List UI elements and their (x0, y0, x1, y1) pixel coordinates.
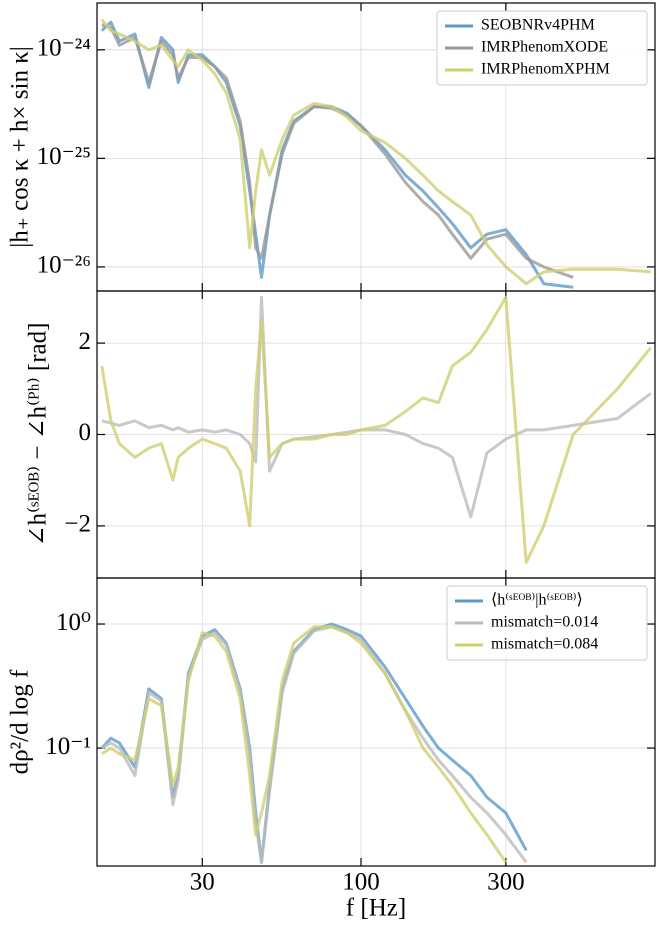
series-line (101, 295, 652, 519)
y-tick-label: 10⁻²⁶ (37, 252, 91, 279)
panel: 10⁻²⁶ 10⁻²⁵ 10⁻²⁴|h₊ cos κ + h× sin κ| SEOB… (7, 2, 656, 292)
legend-label: mismatch=0.014 (491, 614, 598, 631)
legend-label: ⟨h⁽ˢᴱᴼᴮ⁾|h⁽ˢᴱᴼᴮ⁾⟩ (491, 592, 583, 609)
panel: −2 0 2 ∠h⁽ˢᴱᴼᴮ⁾ − ∠h⁽ᴾʰ⁾ [rad] (25, 290, 656, 579)
legend-label: IMRPhenomXODE (481, 39, 608, 56)
series-line (101, 23, 574, 279)
panel: 30 100 300 10⁻¹ 10⁰ dρ²/d log f f [Hz] ⟨h⁽ˢᴱᴼᴮ⁾… (7, 577, 656, 922)
y-axis-label: ∠h⁽ˢᴱᴼᴮ⁾ − ∠h⁽ᴾʰ⁾ [rad] (25, 323, 52, 547)
series-line (100, 18, 651, 286)
y-tick-label: −2 (64, 511, 91, 538)
y-tick-label: 10⁻¹ (45, 733, 91, 760)
legend-label: IMRPhenomXPHM (481, 61, 610, 78)
y-tick-label: 10⁻²⁵ (37, 143, 91, 170)
series-line (101, 625, 508, 864)
y-tick-label: 2 (79, 328, 92, 355)
y-tick-label: 10⁰ (56, 609, 91, 636)
y-axis-label: |h₊ cos κ + h× sin κ| (7, 46, 34, 248)
y-axis-label: dρ²/d log f (7, 669, 34, 774)
legend-box (446, 585, 648, 661)
legend-box (436, 10, 648, 86)
y-tick-label: 0 (79, 419, 92, 446)
x-tick-label: 30 (190, 869, 215, 896)
legend-label: mismatch=0.084 (491, 636, 598, 653)
plot-frame (96, 577, 656, 867)
y-tick-label: 10⁻²⁴ (37, 35, 92, 62)
legend-label: SEOBNRv4PHM (481, 17, 595, 34)
x-tick-label: 100 (342, 869, 380, 896)
x-axis-label: f [Hz] (346, 895, 406, 922)
x-tick-label: 300 (487, 869, 525, 896)
series-line (101, 625, 528, 864)
series-line (100, 295, 652, 564)
